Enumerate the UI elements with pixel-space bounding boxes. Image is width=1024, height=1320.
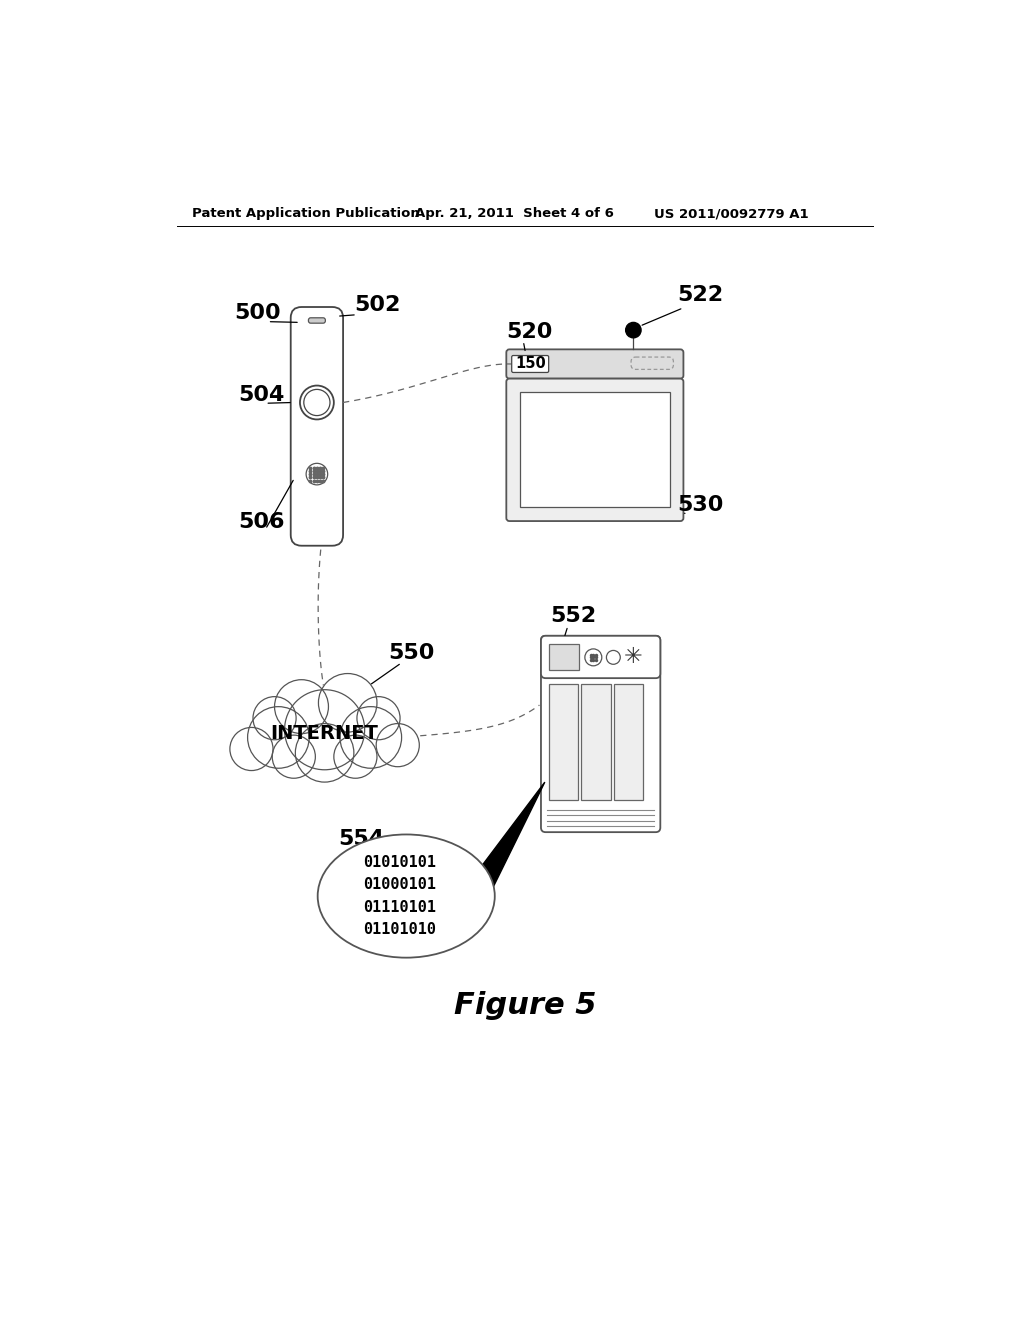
FancyBboxPatch shape xyxy=(541,636,660,678)
Bar xyxy=(549,644,580,671)
Text: 150: 150 xyxy=(515,356,546,371)
Text: 504: 504 xyxy=(239,385,285,405)
Text: 550: 550 xyxy=(388,643,435,663)
Circle shape xyxy=(585,649,602,665)
Text: 506: 506 xyxy=(239,512,285,532)
Circle shape xyxy=(376,723,419,767)
Circle shape xyxy=(304,389,330,416)
Text: Apr. 21, 2011  Sheet 4 of 6: Apr. 21, 2011 Sheet 4 of 6 xyxy=(416,207,614,220)
Ellipse shape xyxy=(317,834,495,958)
Circle shape xyxy=(318,673,377,733)
Text: 522: 522 xyxy=(677,285,723,305)
Text: 554: 554 xyxy=(339,829,385,849)
Circle shape xyxy=(248,706,309,768)
FancyBboxPatch shape xyxy=(506,350,683,379)
Text: ✳: ✳ xyxy=(624,647,643,668)
Circle shape xyxy=(274,680,329,734)
FancyBboxPatch shape xyxy=(631,358,674,370)
Bar xyxy=(549,684,579,800)
Polygon shape xyxy=(475,781,545,923)
Text: 502: 502 xyxy=(354,294,400,315)
Text: 01010101
01000101
01110101
01101010: 01010101 01000101 01110101 01101010 xyxy=(364,855,436,937)
Text: INTERNET: INTERNET xyxy=(270,725,379,743)
Circle shape xyxy=(230,727,273,771)
Circle shape xyxy=(334,735,377,779)
Text: 500: 500 xyxy=(234,302,282,322)
FancyBboxPatch shape xyxy=(291,308,343,545)
Text: Figure 5: Figure 5 xyxy=(454,991,596,1020)
Text: 552: 552 xyxy=(550,606,596,626)
Circle shape xyxy=(253,697,296,739)
Circle shape xyxy=(606,651,621,664)
Text: 530: 530 xyxy=(677,495,724,515)
FancyBboxPatch shape xyxy=(512,355,549,372)
Circle shape xyxy=(340,706,401,768)
Circle shape xyxy=(295,723,354,781)
FancyBboxPatch shape xyxy=(541,636,660,832)
Text: 520: 520 xyxy=(506,322,553,342)
Bar xyxy=(613,684,643,800)
Circle shape xyxy=(357,697,400,739)
Text: US 2011/0092779 A1: US 2011/0092779 A1 xyxy=(654,207,809,220)
Circle shape xyxy=(306,463,328,484)
FancyBboxPatch shape xyxy=(506,379,683,521)
FancyBboxPatch shape xyxy=(308,318,326,323)
Circle shape xyxy=(272,735,315,779)
Text: Patent Application Publication: Patent Application Publication xyxy=(193,207,420,220)
Circle shape xyxy=(626,322,641,338)
Circle shape xyxy=(285,689,365,770)
Bar xyxy=(582,684,610,800)
Circle shape xyxy=(300,385,334,420)
Bar xyxy=(520,392,670,507)
